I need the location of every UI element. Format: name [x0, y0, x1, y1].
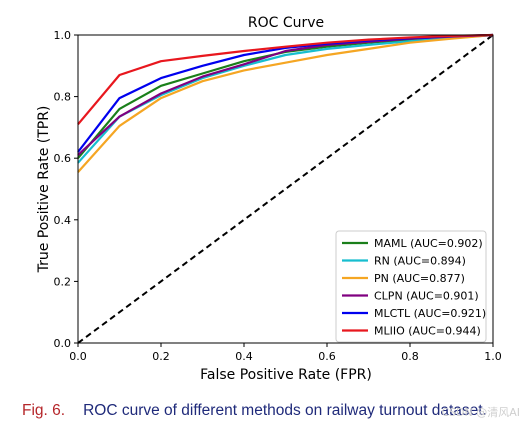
x-tick-label: 1.0	[484, 350, 502, 363]
series-line-5	[77, 33, 494, 126]
plot-area	[77, 33, 494, 344]
y-tick-label: 0.6	[54, 152, 72, 165]
caption-text: ROC curve of different methods on railwa…	[83, 402, 487, 419]
chance-diagonal-line	[77, 34, 494, 344]
legend: MAML (AUC=0.902) RN (AUC=0.894) PN (AUC=0.…	[335, 230, 487, 343]
legend-label-2: PN (AUC=0.877)	[374, 272, 465, 285]
legend-label-3: CLPN (AUC=0.901)	[374, 290, 479, 303]
series-line-2	[77, 33, 494, 173]
y-tick-label: 0.2	[54, 275, 72, 288]
legend-label-0: MAML (AUC=0.902)	[374, 237, 483, 250]
x-tick-label: 0.4	[235, 350, 253, 363]
roc-chart: ROC Curve 0.0 0.2 0.4 0.6 0.8 1.0 0.0 0.2 0.4 0.6…	[36, 15, 502, 383]
y-tick-label: 0.4	[54, 214, 72, 227]
y-tick-label: 1.0	[54, 29, 72, 42]
chart-title: ROC Curve	[248, 15, 324, 31]
legend-box	[335, 230, 487, 343]
series-line-0	[77, 33, 494, 159]
plot-frame	[77, 34, 494, 344]
figure-caption: Fig. 6. ROC curve of different methods on…	[22, 402, 522, 420]
x-tick-label: 0.8	[401, 350, 419, 363]
y-axis-label: True Positive Rate (TPR)	[36, 106, 52, 274]
series-line-1	[77, 33, 494, 164]
legend-label-4: MLCTL (AUC=0.921)	[374, 307, 486, 320]
figure-label: Fig. 6.	[22, 402, 66, 419]
legend-label-5: MLIIO (AUC=0.944)	[374, 325, 481, 338]
x-tick-label: 0.0	[69, 350, 87, 363]
watermark: CSDN @清风AI	[441, 406, 520, 419]
y-tick-label: 0.0	[54, 337, 72, 350]
legend-label-1: RN (AUC=0.894)	[374, 255, 466, 268]
x-axis-label: False Positive Rate (FPR)	[200, 367, 372, 383]
x-tick-label: 0.6	[318, 350, 336, 363]
y-tick-label: 0.8	[54, 91, 72, 104]
x-tick-label: 0.2	[152, 350, 170, 363]
axes: 0.0 0.2 0.4 0.6 0.8 1.0 0.0 0.2 0.4 0.6 0.8 1.0	[54, 29, 502, 363]
